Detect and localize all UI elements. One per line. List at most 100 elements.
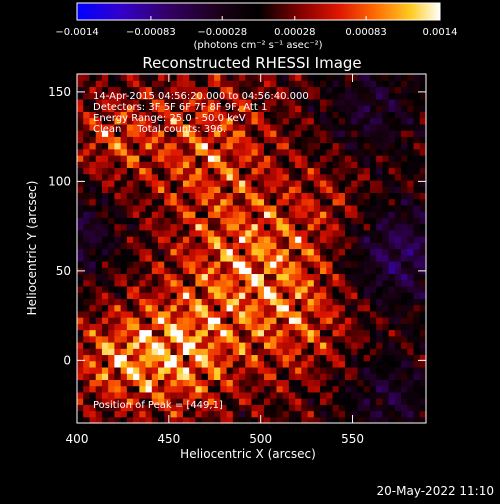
heatmap-cell <box>120 366 128 374</box>
heatmap-cell <box>401 111 408 119</box>
heatmap-cell <box>320 354 327 362</box>
heatmap-cell <box>270 410 278 418</box>
heatmap-cell <box>83 416 91 424</box>
heatmap-cell <box>357 111 365 119</box>
heatmap-cell <box>120 335 128 343</box>
heatmap-cell <box>239 136 246 144</box>
heatmap-cell <box>382 236 390 243</box>
heatmap-cell <box>388 285 396 293</box>
heatmap-cell <box>108 354 115 362</box>
heatmap-cell <box>245 117 253 125</box>
heatmap-cell <box>401 285 408 293</box>
heatmap-cell <box>151 273 159 281</box>
heatmap-cell <box>232 410 240 418</box>
heatmap-cell <box>344 373 352 380</box>
heatmap-cell <box>164 404 172 412</box>
heatmap-cell <box>114 86 122 94</box>
heatmap-cell <box>220 341 228 349</box>
heatmap-cell <box>282 304 290 312</box>
heatmap-cell <box>263 279 271 287</box>
heatmap-cell <box>270 260 278 268</box>
heatmap-cell <box>126 236 134 243</box>
heatmap-cell <box>145 398 153 405</box>
heatmap-cell <box>295 123 302 131</box>
heatmap-cell <box>145 192 153 200</box>
heatmap-cell <box>307 130 315 137</box>
heatmap-cell <box>251 341 259 349</box>
heatmap-cell <box>419 192 427 200</box>
heatmap-cell <box>189 86 197 94</box>
heatmap-cell <box>394 310 402 318</box>
heatmap-cell <box>108 285 115 293</box>
heatmap-cell <box>120 298 128 306</box>
heatmap-cell <box>413 379 421 387</box>
heatmap-cell <box>245 74 253 81</box>
heatmap-cell <box>369 260 377 268</box>
heatmap-cell <box>77 335 84 343</box>
heatmap-cell <box>363 186 371 194</box>
heatmap-cell <box>313 229 321 237</box>
heatmap-cell <box>282 223 290 231</box>
heatmap-cell <box>295 136 302 144</box>
heatmap-cell <box>338 111 346 119</box>
heatmap-cell <box>295 236 302 243</box>
heatmap-cell <box>251 348 259 356</box>
heatmap-cell <box>369 285 377 293</box>
heatmap-cell <box>288 161 296 169</box>
heatmap-cell <box>151 354 159 362</box>
heatmap-cell <box>257 298 265 306</box>
heatmap-cell <box>151 398 159 405</box>
heatmap-cell <box>288 236 296 243</box>
heatmap-cell <box>95 248 103 256</box>
heatmap-cell <box>282 211 290 218</box>
heatmap-cell <box>251 391 259 399</box>
heatmap-cell <box>195 229 203 237</box>
heatmap-cell <box>189 360 197 368</box>
heatmap-cell <box>182 391 190 399</box>
heatmap-cell <box>320 304 327 312</box>
heatmap-cell <box>363 192 371 200</box>
heatmap-cell <box>282 348 290 356</box>
heatmap-cell <box>164 211 172 218</box>
heatmap-cell <box>263 167 271 175</box>
heatmap-cell <box>301 373 309 380</box>
heatmap-cell <box>363 292 371 299</box>
heatmap-cell <box>145 204 153 212</box>
heatmap-cell <box>195 341 203 349</box>
heatmap-cell <box>139 242 147 250</box>
heatmap-cell <box>151 304 159 312</box>
heatmap-cell <box>207 105 215 112</box>
annotation-energy-range: Energy Range: 25.0 - 50.0 keV <box>93 113 246 124</box>
heatmap-cell <box>239 404 246 412</box>
heatmap-cell <box>394 204 402 212</box>
heatmap-cell <box>95 416 103 424</box>
heatmap-cell <box>344 379 352 387</box>
heatmap-cell <box>326 348 334 356</box>
heatmap-cell <box>320 117 327 125</box>
heatmap-cell <box>158 260 165 268</box>
heatmap-cell <box>95 186 103 194</box>
heatmap-cell <box>382 373 390 380</box>
heatmap-cell <box>376 366 383 374</box>
heatmap-cell <box>295 179 302 187</box>
heatmap-cell <box>114 111 122 119</box>
heatmap-cell <box>239 348 246 356</box>
heatmap-cell <box>363 105 371 112</box>
heatmap-cell <box>276 186 284 194</box>
heatmap-cell <box>89 354 97 362</box>
heatmap-cell <box>77 242 84 250</box>
heatmap-cell <box>407 74 415 81</box>
heatmap-cell <box>101 130 109 137</box>
heatmap-cell <box>307 242 315 250</box>
heatmap-cell <box>151 217 159 225</box>
heatmap-cell <box>344 242 352 250</box>
heatmap-cell <box>270 267 278 275</box>
heatmap-cell <box>232 385 240 393</box>
heatmap-cell <box>413 354 421 362</box>
heatmap-cell <box>257 92 265 100</box>
heatmap-cell <box>369 398 377 405</box>
heatmap-cell <box>89 130 97 137</box>
heatmap-cell <box>394 130 402 137</box>
heatmap-cell <box>419 223 427 231</box>
heatmap-cell <box>307 198 315 206</box>
